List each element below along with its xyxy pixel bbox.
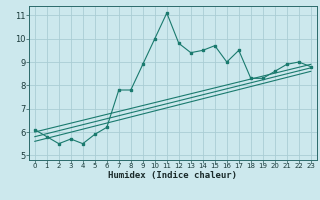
- X-axis label: Humidex (Indice chaleur): Humidex (Indice chaleur): [108, 171, 237, 180]
